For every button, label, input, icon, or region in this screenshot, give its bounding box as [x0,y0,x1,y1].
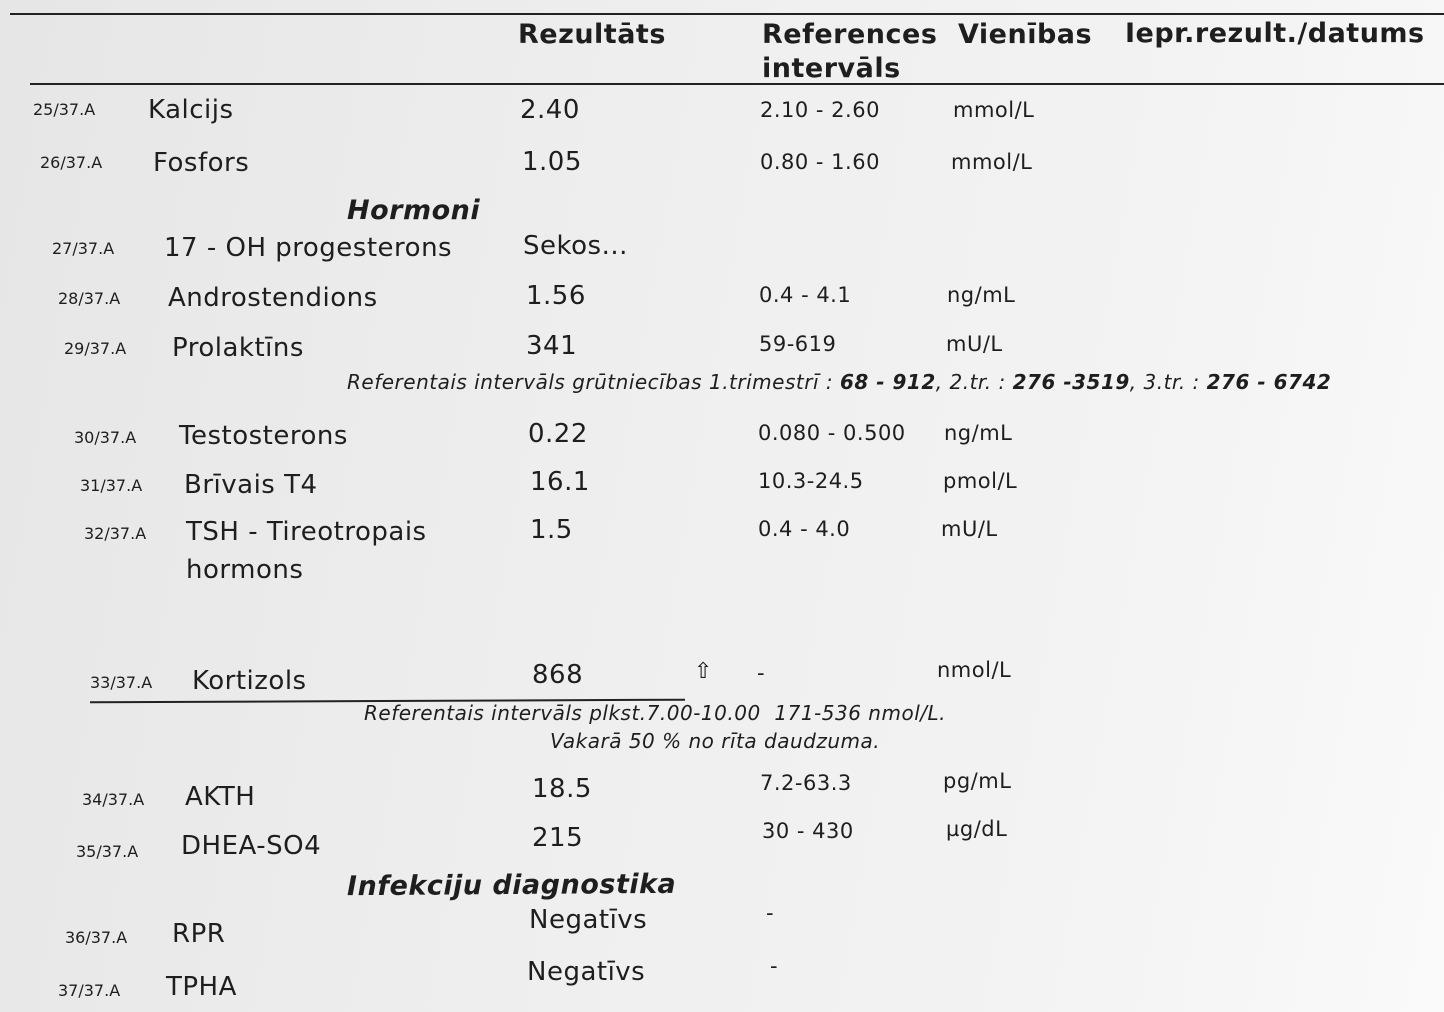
note-text: , 3.tr. : [1129,370,1207,394]
column-header: Iepr.rezult./datums [1125,18,1425,49]
note-text: Referentais intervāls grūtniecības 1.tri… [347,370,840,394]
test-name: DHEA-SO4 [181,831,322,861]
reference-range: 7.2-63.3 [760,771,852,795]
note-text: , 2.tr. : [935,370,1013,394]
test-code: 25/37.A [33,100,96,119]
reference-range: 0.4 - 4.1 [759,283,852,307]
result: Negatīvs [529,905,648,935]
test-code: 35/37.A [76,842,139,861]
units: µg/dL [946,817,1008,841]
reference-range: 59-619 [759,332,837,356]
units: ng/mL [944,421,1013,445]
reference-range: - [757,661,766,685]
result: 868 [532,660,584,690]
test-code: 32/37.A [84,524,147,543]
test-name: AKTH [185,782,256,812]
units: nmol/L [937,658,1012,682]
test-name: Testosterons [179,421,348,451]
test-name: Kalcijs [148,95,234,125]
reference-range: 0.4 - 4.0 [758,517,851,541]
test-code: 26/37.A [40,153,103,172]
column-header: References intervāls [762,19,938,84]
reference-range: - [766,901,775,925]
reference-range: 30 - 430 [762,819,854,843]
result: Negatīvs [527,957,646,987]
top-rule [10,13,1444,15]
column-header: Vienības [958,19,1093,50]
units: ng/mL [947,283,1016,307]
result: Sekos... [523,231,628,261]
test-name: TPHA [166,972,237,1002]
test-name: Kortizols [192,666,307,696]
test-code: 28/37.A [58,289,121,308]
reference-range: 0.080 - 0.500 [758,421,906,445]
note: Vakarā 50 % no rīta daudzuma. [550,729,881,753]
result: 1.56 [526,281,586,311]
flag: ⇧ [694,659,713,684]
units: pg/mL [943,769,1012,793]
header-rule [30,83,1444,85]
result: 1.5 [530,515,573,545]
units: mmol/L [951,150,1033,174]
units: pmol/L [943,469,1018,493]
test-code: 34/37.A [82,790,145,809]
column-header: Rezultāts [518,19,666,50]
note-value: 68 - 912 [839,370,936,394]
test-name: Prolaktīns [172,333,304,363]
test-code: 29/37.A [64,339,127,358]
test-code: 31/37.A [80,476,143,495]
units: mU/L [946,332,1003,356]
units: mU/L [941,517,998,541]
section-heading: Infekciju diagnostika [346,868,677,903]
test-name: 17 - OH progesterons [164,233,453,263]
reference-range: 10.3-24.5 [758,469,864,493]
reference-range: 2.10 - 2.60 [760,98,880,122]
reference-range: - [770,954,779,978]
note: Referentais intervāls plkst.7.00-10.00 1… [364,701,946,725]
section-heading: Hormoni [347,195,481,226]
note-value: 276 - 6742 [1206,370,1332,394]
reference-range: 0.80 - 1.60 [760,150,880,174]
result: 341 [526,331,578,361]
test-code: 27/37.A [52,239,115,258]
test-code: 30/37.A [74,428,137,447]
result: 16.1 [530,467,590,497]
note: Referentais intervāls grūtniecības 1.tri… [347,369,1331,395]
test-name: RPR [172,919,226,949]
test-code: 36/37.A [65,928,128,947]
test-name: Brīvais T4 [184,470,318,500]
units: mmol/L [953,98,1035,122]
test-name: Androstendions [168,283,378,313]
result: 0.22 [528,419,588,449]
test-code: 33/37.A [90,673,153,692]
test-name: Fosfors [153,148,250,178]
result: 1.05 [522,147,582,177]
test-code: 37/37.A [58,981,121,1000]
note-value: 276 -3519 [1012,370,1130,394]
result: 2.40 [520,95,580,125]
result: 18.5 [532,774,592,804]
test-name: TSH - Tireotropais hormons [186,517,427,585]
result: 215 [532,823,584,853]
